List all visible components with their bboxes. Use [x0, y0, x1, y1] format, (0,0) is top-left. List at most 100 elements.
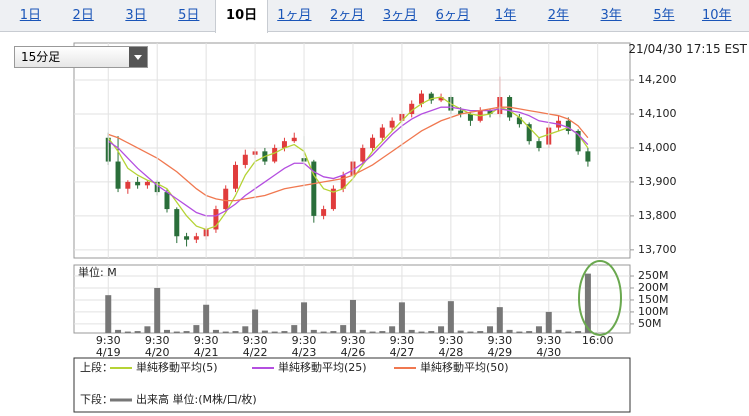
- period-tab[interactable]: 6ヶ月: [435, 8, 470, 23]
- volume-bar: [281, 331, 288, 333]
- volume-bar: [535, 326, 542, 333]
- y-tick-label: 13,700: [638, 243, 677, 256]
- volume-bar: [124, 331, 131, 333]
- y-tick-label: 150M: [638, 293, 669, 306]
- timestamp: 21/04/30 17:15 EST: [628, 42, 747, 56]
- candle-body: [379, 127, 385, 138]
- period-tab[interactable]: 2年: [547, 8, 569, 23]
- y-tick-label: 250M: [638, 269, 669, 282]
- volume-bar: [212, 329, 219, 333]
- ma-line: [107, 106, 589, 217]
- volume-bar: [134, 331, 141, 333]
- y-tick-label: 14,000: [638, 141, 677, 154]
- x-tick-date: 4/21: [194, 346, 219, 359]
- candle-body: [565, 120, 571, 131]
- legend-label: 単純移動平均(5): [136, 360, 218, 374]
- period-tab[interactable]: 3ヶ月: [382, 8, 418, 23]
- period-tab[interactable]: 10日: [215, 0, 268, 33]
- candle-body: [311, 161, 317, 216]
- volume-bar: [242, 326, 249, 333]
- period-tab[interactable]: 3日: [125, 8, 147, 23]
- volume-bar: [310, 329, 317, 333]
- x-tick-label: 9:30: [439, 334, 464, 347]
- volume-bar: [438, 326, 445, 333]
- volume-bar: [252, 309, 259, 333]
- volume-bar: [545, 311, 552, 333]
- volume-bar: [330, 331, 337, 333]
- volume-bar: [526, 331, 533, 333]
- volume-bar: [340, 325, 347, 333]
- x-tick-label: 9:30: [487, 334, 512, 347]
- candle-body: [360, 147, 366, 162]
- period-tab[interactable]: 10年: [701, 8, 732, 23]
- legend-label: 単純移動平均(50): [420, 360, 509, 374]
- volume-bar: [163, 329, 170, 333]
- volume-bar: [320, 331, 327, 333]
- price-panel: [73, 42, 631, 259]
- candle-body: [526, 124, 532, 142]
- volume-bar: [115, 329, 122, 333]
- period-tab[interactable]: 1ヶ月: [277, 8, 312, 23]
- x-tick-date: 4/28: [439, 346, 464, 359]
- volume-bar: [271, 331, 278, 333]
- highlight-circle: [578, 260, 622, 336]
- volume-bar: [398, 302, 405, 333]
- volume-bar: [389, 326, 396, 333]
- period-tab[interactable]: 5年: [653, 8, 675, 23]
- volume-bar: [222, 331, 229, 333]
- x-tick-date: 4/20: [145, 346, 170, 359]
- period-tab[interactable]: 1日: [19, 8, 42, 23]
- volume-bar: [496, 307, 503, 333]
- candle-body: [330, 188, 336, 210]
- period-tab[interactable]: 1年: [494, 8, 517, 23]
- volume-bar: [555, 329, 562, 333]
- volume-bar: [154, 287, 161, 333]
- x-tick-date: 4/29: [487, 346, 512, 359]
- period-tab[interactable]: 2ヶ月: [330, 8, 365, 23]
- x-tick-label: 9:30: [292, 334, 317, 347]
- x-tick-date: 4/26: [341, 346, 366, 359]
- volume-bar: [193, 325, 200, 333]
- candle-body: [174, 209, 180, 237]
- candle-body: [575, 130, 581, 152]
- volume-bar: [105, 295, 112, 333]
- candle-body: [458, 110, 464, 114]
- volume-bar: [261, 330, 268, 333]
- candle-body: [438, 97, 444, 101]
- volume-bar: [565, 331, 572, 333]
- x-tick-label: 9:30: [145, 334, 170, 347]
- candle-body: [184, 236, 190, 240]
- period-tab[interactable]: 3年: [600, 8, 622, 23]
- legend-label: 出来高 単位:(M株/口/枚): [136, 392, 257, 406]
- candle-body: [585, 151, 591, 162]
- volume-bar: [575, 331, 582, 333]
- y-tick-label: 14,200: [638, 73, 677, 86]
- volume-bar: [584, 273, 591, 333]
- volume-bar: [506, 329, 513, 333]
- volume-bar: [408, 329, 415, 333]
- candle-body: [409, 103, 415, 114]
- candle-body: [242, 154, 248, 165]
- interval-select[interactable]: 15分足: [14, 46, 148, 68]
- x-tick-date: 4/23: [292, 346, 317, 359]
- x-tick-date: 4/19: [96, 346, 121, 359]
- candle-body: [487, 110, 493, 114]
- candle-body: [115, 161, 121, 189]
- x-tick-label: 9:30: [390, 334, 415, 347]
- volume-bar: [516, 331, 523, 333]
- volume-bar: [457, 330, 464, 333]
- period-tab[interactable]: 2日: [72, 8, 94, 23]
- x-tick-date: 4/30: [536, 346, 561, 359]
- candle-body: [467, 113, 473, 121]
- volume-bar: [144, 326, 151, 333]
- volume-bar: [232, 331, 239, 333]
- legend-label: 単純移動平均(25): [278, 360, 367, 374]
- period-tab[interactable]: 5日: [178, 8, 200, 23]
- x-tick-label: 9:30: [341, 334, 366, 347]
- volume-bar: [477, 331, 484, 333]
- candle-body: [213, 209, 219, 230]
- y-tick-label: 13,900: [638, 175, 677, 188]
- y-tick-label: 13,800: [638, 209, 677, 222]
- candle-body: [340, 175, 346, 189]
